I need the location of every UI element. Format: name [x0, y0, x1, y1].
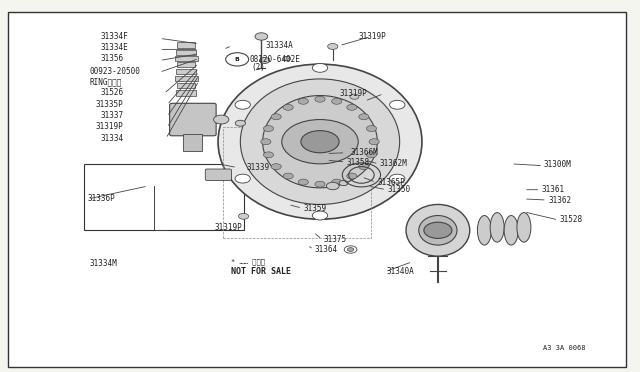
Text: 31350: 31350: [388, 185, 411, 194]
Text: 31362M: 31362M: [380, 159, 408, 169]
Circle shape: [264, 152, 273, 158]
Circle shape: [312, 63, 328, 72]
Text: (2): (2): [251, 63, 265, 72]
Ellipse shape: [477, 215, 492, 245]
Circle shape: [359, 114, 369, 120]
FancyBboxPatch shape: [205, 169, 232, 180]
Circle shape: [255, 33, 268, 40]
Circle shape: [424, 222, 452, 238]
Text: 31528: 31528: [559, 215, 583, 224]
Circle shape: [283, 173, 293, 179]
Circle shape: [260, 139, 271, 145]
Ellipse shape: [218, 64, 422, 219]
Circle shape: [348, 248, 354, 251]
Bar: [175, 76, 198, 81]
Ellipse shape: [490, 212, 504, 242]
Circle shape: [271, 164, 281, 170]
Bar: [177, 62, 195, 67]
Circle shape: [301, 131, 339, 153]
Bar: [183, 134, 202, 151]
Text: 31365P: 31365P: [378, 178, 405, 187]
Text: 31337: 31337: [100, 110, 124, 120]
Circle shape: [326, 182, 339, 190]
Circle shape: [369, 139, 380, 145]
Circle shape: [347, 105, 357, 110]
Text: 08120-6402E: 08120-6402E: [250, 55, 301, 64]
Circle shape: [282, 119, 358, 164]
Circle shape: [359, 164, 369, 170]
Circle shape: [312, 211, 328, 220]
Ellipse shape: [419, 215, 457, 245]
Text: 31362: 31362: [548, 196, 572, 205]
Circle shape: [332, 179, 342, 185]
Circle shape: [315, 181, 325, 187]
Circle shape: [344, 246, 357, 253]
Circle shape: [271, 114, 281, 120]
Circle shape: [298, 98, 308, 104]
Circle shape: [283, 57, 291, 61]
Ellipse shape: [262, 96, 378, 188]
Text: 31334A: 31334A: [266, 41, 294, 50]
Bar: [177, 42, 195, 48]
Text: 31319P: 31319P: [215, 223, 243, 232]
Circle shape: [298, 179, 308, 185]
Text: 31319P: 31319P: [96, 122, 124, 131]
Text: 31375: 31375: [323, 235, 346, 244]
Text: 31319P: 31319P: [339, 89, 367, 98]
Circle shape: [332, 98, 342, 104]
Ellipse shape: [517, 212, 531, 242]
Circle shape: [235, 174, 250, 183]
Text: 31364: 31364: [315, 245, 338, 254]
Circle shape: [214, 115, 229, 124]
Bar: [176, 69, 196, 74]
Circle shape: [390, 100, 405, 109]
Circle shape: [339, 180, 348, 186]
Text: 31319P: 31319P: [358, 32, 386, 41]
Text: 31361: 31361: [541, 185, 565, 194]
Text: 31339: 31339: [246, 163, 270, 172]
Circle shape: [367, 126, 376, 132]
Text: 31356: 31356: [100, 54, 124, 63]
Text: 31526: 31526: [100, 89, 124, 97]
Circle shape: [259, 58, 269, 63]
Text: 31334: 31334: [100, 134, 124, 142]
Ellipse shape: [504, 215, 518, 245]
Circle shape: [328, 44, 338, 49]
Text: 31334F: 31334F: [100, 32, 128, 41]
Circle shape: [239, 213, 248, 219]
Bar: [84, 164, 244, 230]
Circle shape: [264, 126, 273, 132]
Text: 31334M: 31334M: [90, 259, 117, 268]
FancyBboxPatch shape: [170, 103, 216, 136]
Text: 31358: 31358: [347, 157, 370, 167]
Text: NOT FOR SALE: NOT FOR SALE: [231, 267, 291, 276]
Bar: [176, 90, 196, 96]
Circle shape: [236, 120, 246, 126]
Text: A3 3A 0068: A3 3A 0068: [543, 345, 586, 351]
Circle shape: [367, 152, 376, 158]
Circle shape: [235, 100, 250, 109]
Text: 31340A: 31340A: [387, 267, 414, 276]
Text: 31336P: 31336P: [88, 195, 115, 203]
Text: 31366M: 31366M: [351, 148, 378, 157]
Bar: [176, 50, 196, 55]
Text: 31359: 31359: [303, 203, 326, 213]
Circle shape: [315, 96, 325, 102]
Circle shape: [283, 105, 293, 110]
Circle shape: [350, 94, 359, 99]
Text: 31334E: 31334E: [100, 43, 128, 52]
Text: B: B: [235, 57, 239, 62]
Text: 00923-20500: 00923-20500: [90, 67, 140, 76]
Text: RINGリング: RINGリング: [90, 77, 122, 86]
Circle shape: [226, 53, 248, 66]
Circle shape: [347, 173, 357, 179]
Text: 31335P: 31335P: [96, 100, 124, 109]
Text: 31300M: 31300M: [543, 160, 571, 169]
Circle shape: [390, 174, 405, 183]
Ellipse shape: [241, 79, 399, 205]
Text: * …… 非販売: * …… 非販売: [231, 259, 265, 265]
Bar: [177, 83, 195, 88]
Ellipse shape: [406, 205, 470, 256]
Bar: [175, 56, 198, 61]
